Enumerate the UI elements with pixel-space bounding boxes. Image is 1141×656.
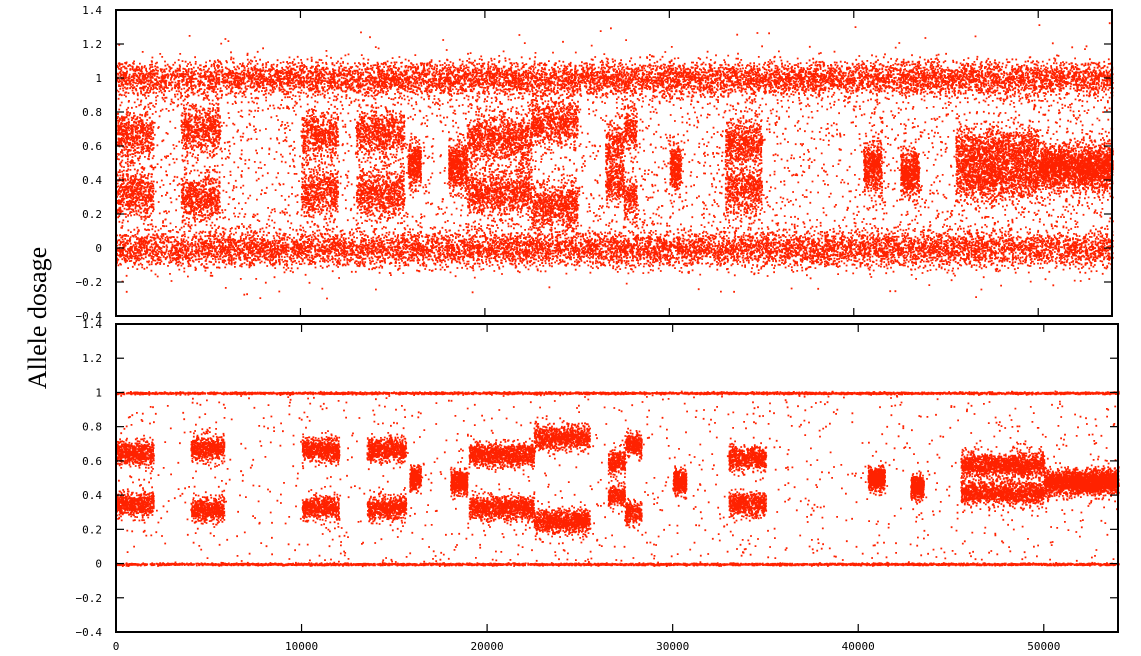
x-tick-label: 0 [113,640,120,653]
y-tick-label: −0.2 [76,592,103,605]
y-tick-label: 1.4 [82,318,102,331]
y-tick-label: 1 [95,72,102,85]
bottom-panel-frame [115,323,1119,633]
top-panel-points [116,22,1114,300]
y-tick-label: 0.2 [82,208,102,221]
x-tick-label: 30000 [656,640,689,653]
y-tick-label: −0.2 [76,276,103,289]
x-tick-label: 10000 [285,640,318,653]
top-panel-ticks: −0.4 −0.2 0 0.2 0.4 0.6 0.8 1 1.2 1.4 [76,4,1112,323]
y-tick-label: 0.6 [82,140,102,153]
scatter-points [116,390,1120,568]
y-tick-label: 0 [95,558,102,571]
y-tick-label: 0.4 [82,489,102,502]
bottom-panel-points [116,390,1120,568]
y-tick-label: 1 [95,386,102,399]
y-tick-label: 0.2 [82,523,102,536]
y-tick-label: 0 [95,242,102,255]
y-tick-label: 0.6 [82,455,102,468]
bottom-panel-ticks: −0.4 −0.2 0 0.2 0.4 0.6 0.8 1 1.2 1.4 0 10000 20000 3… [76,318,1118,653]
x-tick-label: 40000 [842,640,875,653]
scatter-points [116,22,1114,300]
y-tick-label: 0.8 [82,106,102,119]
y-tick-label: −0.4 [76,626,103,639]
y-tick-label: 1.2 [82,352,102,365]
top-panel: −0.4 −0.2 0 0.2 0.4 0.6 0.8 1 1.2 1.4 [76,4,1114,323]
x-tick-label: 20000 [471,640,504,653]
y-axis-label: Allele dosage [23,247,52,389]
y-tick-label: 1.4 [82,4,102,17]
y-tick-label: 1.2 [82,38,102,51]
y-tick-label: 0.8 [82,421,102,434]
x-tick-label: 50000 [1027,640,1060,653]
y-tick-label: −0.4 [76,310,103,323]
top-panel-frame [115,9,1113,317]
y-tick-label: 0.4 [82,174,102,187]
bottom-panel: −0.4 −0.2 0 0.2 0.4 0.6 0.8 1 1.2 1.4 0 10000 20000 3… [76,318,1120,653]
